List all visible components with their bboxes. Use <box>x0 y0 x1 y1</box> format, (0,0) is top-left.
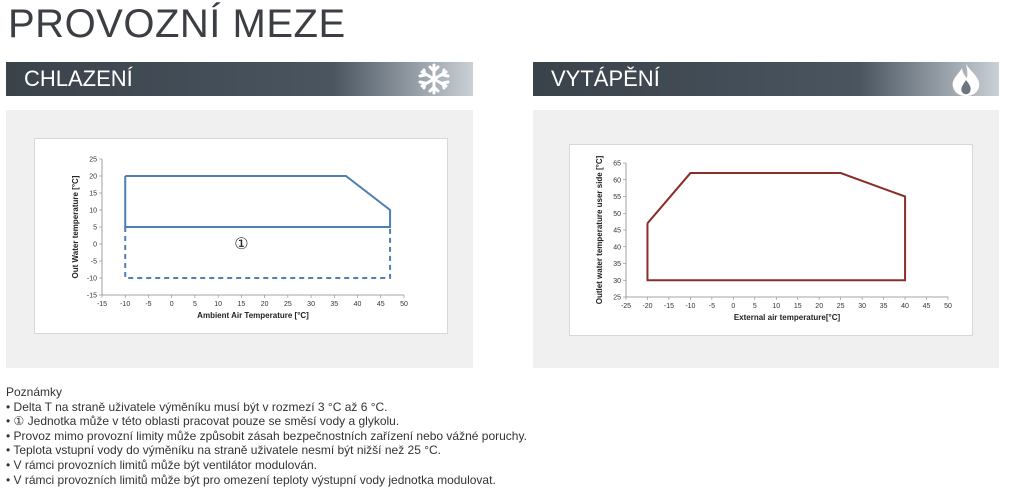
cooling-series-solid-line <box>124 175 392 228</box>
cooling-y-axis-label: Out Water temperature [°C] <box>71 175 80 278</box>
cooling-x-tick-label: 0 <box>170 301 174 308</box>
snowflake-icon <box>418 63 450 95</box>
heating-x-tick-label: -20 <box>642 303 652 310</box>
notes-list: Delta T na straně uživatele výměníku mus… <box>6 400 527 488</box>
cooling-x-tick-label: 40 <box>354 301 362 308</box>
cooling-y-tick-label: -10 <box>87 276 97 283</box>
flame-icon <box>952 64 980 96</box>
section-title-cooling: CHLAZENÍ <box>24 66 133 91</box>
cooling-x-tick-label: 20 <box>261 301 269 308</box>
note-item: Provoz mimo provozní limity může způsobi… <box>6 429 527 444</box>
cooling-annotation: ① <box>234 236 248 253</box>
heating-y-tick-label: 30 <box>613 278 621 285</box>
heating-x-tick-label: 25 <box>837 303 845 310</box>
note-item: Delta T na straně uživatele výměníku mus… <box>6 400 527 415</box>
heating-x-tick-label: 35 <box>880 303 888 310</box>
cooling-y-tick-label: 15 <box>89 191 97 198</box>
cooling-y-tick-label: -5 <box>91 259 97 266</box>
heating-y-axis-label: Outlet water temperature user side [°C] <box>595 155 604 304</box>
cooling-x-tick-label: 5 <box>193 301 197 308</box>
heating-x-tick-label: 45 <box>923 303 931 310</box>
cooling-y-tick-label: 25 <box>89 157 97 164</box>
heating-chart-panel: -25 -20 -15 -10 -5 0 5 10 15 20 25 30 35 40 45 50 25 30 35… <box>533 110 999 368</box>
cooling-y-tick-label: 10 <box>89 208 97 215</box>
heating-series-solid-line <box>646 172 907 282</box>
heating-x-tick-label: 40 <box>901 303 909 310</box>
cooling-x-tick-label: 30 <box>307 301 315 308</box>
cooling-x-tick-label: 45 <box>377 301 385 308</box>
cooling-x-tick-label: 35 <box>330 301 338 308</box>
notes-heading: Poznámky <box>6 385 63 399</box>
cooling-x-tick-label: 25 <box>284 301 292 308</box>
cooling-y-tick-label: 5 <box>93 225 97 232</box>
heating-x-tick-label: 20 <box>815 303 823 310</box>
cooling-x-tick-label: -15 <box>97 301 107 308</box>
heating-x-tick-label: 10 <box>772 303 780 310</box>
heating-x-tick-label: -25 <box>621 303 631 310</box>
heating-x-tick-label: 0 <box>731 303 735 310</box>
heating-y-tick-label: 50 <box>613 211 621 218</box>
cooling-x-tick-label: 50 <box>400 301 408 308</box>
heating-x-tick-label: 15 <box>794 303 802 310</box>
cooling-chart-panel: -15 -10 -5 0 5 10 15 20 25 30 35 40 45 50 -15 -10 -5 0 5 10… <box>6 110 473 368</box>
heating-y-tick-label: 35 <box>613 261 621 268</box>
section-title-heating: VYTÁPĚNÍ <box>551 66 660 91</box>
cooling-x-axis-label: Ambient Air Temperature [°C] <box>197 311 309 320</box>
heating-x-tick-label: 5 <box>753 303 757 310</box>
note-item: V rámci provozních limitů může být venti… <box>6 458 527 473</box>
cooling-x-tick-label: -5 <box>145 301 151 308</box>
heating-chart: -25 -20 -15 -10 -5 0 5 10 15 20 25 30 35 40 45 50 25 30 35… <box>569 144 973 336</box>
cooling-y-tick-label: 0 <box>93 242 97 249</box>
section-header-cooling: CHLAZENÍ <box>6 62 473 96</box>
note-item: Teplota vstupní vody do výměníku na stra… <box>6 443 527 458</box>
cooling-x-tick-label: 15 <box>237 301 245 308</box>
page-title: PROVOZNÍ MEZE <box>8 2 346 46</box>
cooling-series-dashed-line <box>124 227 392 279</box>
note-item: V rámci provozních limitů může být pro o… <box>6 473 527 488</box>
section-header-heating: VYTÁPĚNÍ <box>533 62 999 96</box>
heating-x-axis-label: External air temperature[°C] <box>734 313 841 322</box>
cooling-x-tick-label: -10 <box>120 301 130 308</box>
heating-y-tick-label: 60 <box>613 177 621 184</box>
cooling-y-tick-label: -15 <box>87 293 97 300</box>
cooling-y-tick-label: 20 <box>89 174 97 181</box>
heating-y-tick-label: 40 <box>613 244 621 251</box>
heating-y-tick-label: 25 <box>613 295 621 302</box>
cooling-chart: -15 -10 -5 0 5 10 15 20 25 30 35 40 45 50 -15 -10 -5 0 5 10… <box>34 138 448 334</box>
notes: Poznámky Delta T na straně uživatele vým… <box>6 385 527 487</box>
note-item: ① Jednotka může v této oblasti pracovat … <box>6 414 527 429</box>
heating-y-tick-label: 55 <box>613 194 621 201</box>
heating-x-tick-label: 50 <box>944 303 952 310</box>
heating-x-tick-label: -15 <box>664 303 674 310</box>
cooling-x-tick-label: 10 <box>214 301 222 308</box>
heating-x-tick-label: 30 <box>858 303 866 310</box>
heating-y-tick-label: 65 <box>613 161 621 168</box>
heating-y-tick-label: 45 <box>613 228 621 235</box>
heating-x-tick-label: -10 <box>685 303 695 310</box>
heating-x-tick-label: -5 <box>709 303 715 310</box>
